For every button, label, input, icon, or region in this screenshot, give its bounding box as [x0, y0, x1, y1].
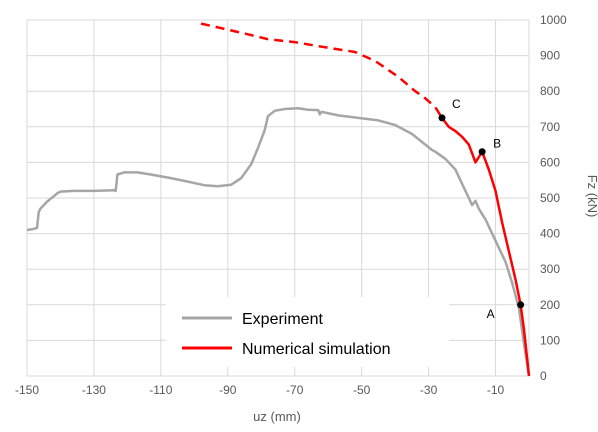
- y-tick-label: 400: [540, 227, 560, 241]
- y-tick-label: 500: [540, 191, 560, 205]
- marker-label-a: A: [487, 307, 495, 321]
- marker-label-c: C: [452, 97, 461, 111]
- y-tick-label: 1000: [540, 13, 567, 27]
- marker-point-a: [517, 301, 525, 309]
- x-tick-label: -30: [420, 383, 438, 397]
- y-tick-label: 200: [540, 298, 560, 312]
- marker-point-b: [478, 148, 486, 156]
- x-tick-label: -50: [353, 383, 371, 397]
- y-tick-label: 900: [540, 49, 560, 63]
- x-tick-label: -10: [487, 383, 505, 397]
- x-tick-label: -130: [82, 383, 106, 397]
- legend-box: [166, 297, 449, 367]
- x-axis-title: uz (mm): [253, 409, 301, 424]
- marker-label-b: B: [493, 137, 501, 151]
- y-tick-label: 800: [540, 84, 560, 98]
- x-tick-label: -70: [286, 383, 304, 397]
- y-axis-ticks: 0 100 200 300 400 500 600 700 800 900 1000: [540, 13, 567, 383]
- y-tick-label: 700: [540, 120, 560, 134]
- legend-label-experiment: Experiment: [242, 311, 323, 328]
- legend: Experiment Numerical simulation: [166, 297, 449, 367]
- markers: A B C: [438, 97, 525, 321]
- legend-label-numerical-simulation: Numerical simulation: [242, 341, 391, 358]
- y-tick-label: 300: [540, 262, 560, 276]
- x-tick-label: -110: [149, 383, 172, 397]
- series-line-numerical-simulation: [441, 117, 531, 377]
- y-tick-label: 100: [540, 333, 560, 347]
- marker-point-c: [438, 114, 446, 122]
- series-line-experiment: [26, 107, 531, 377]
- series-line-numerical-simulation-dashed: [200, 22, 444, 119]
- y-tick-label: 600: [540, 155, 560, 169]
- x-axis-ticks: -150 -130 -110 -90 -70 -50 -30 -10: [15, 383, 505, 397]
- series-layer: [26, 22, 531, 377]
- y-tick-label: 0: [540, 369, 547, 383]
- x-tick-label: -90: [219, 383, 237, 397]
- grid: [26, 19, 530, 377]
- y-axis-title: Fz (kN): [585, 175, 598, 218]
- x-tick-label: -150: [15, 383, 39, 397]
